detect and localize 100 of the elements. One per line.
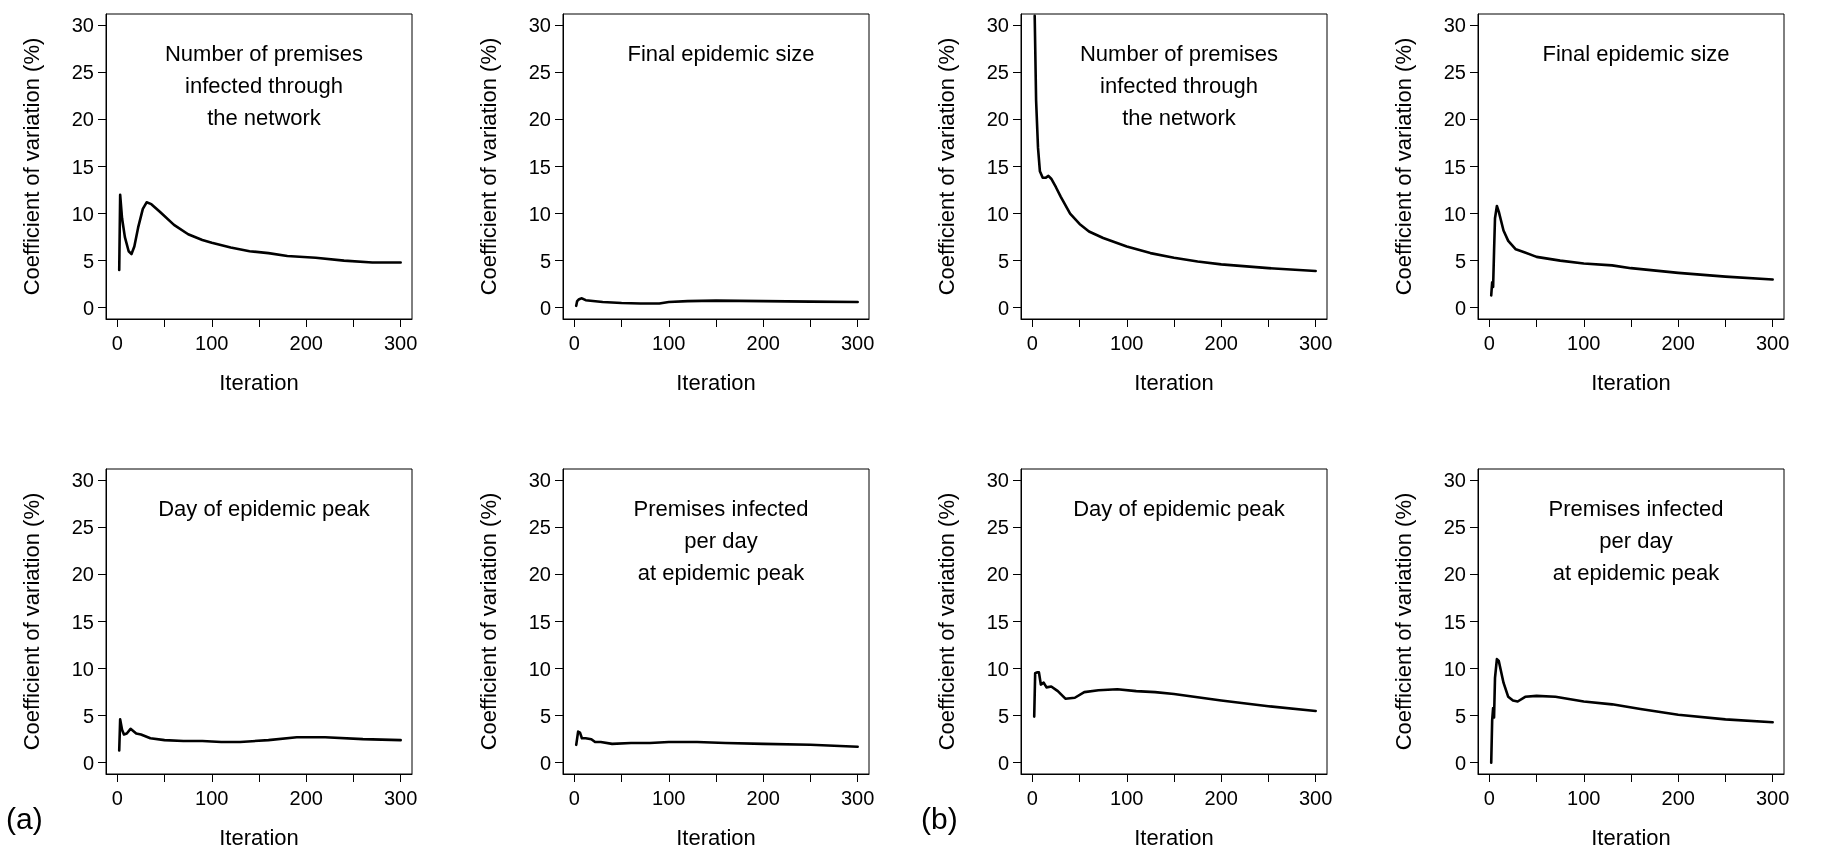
y-tick-label: 20	[986, 108, 1009, 131]
y-tick-label: 10	[529, 202, 552, 225]
y-tick-label: 10	[1443, 657, 1466, 680]
x-tick-label: 100	[1109, 787, 1143, 809]
x-tick-label: 300	[1755, 332, 1790, 354]
x-tick-label: 0	[111, 787, 123, 809]
line-series	[1489, 204, 1774, 297]
y-tick-label: 20	[529, 563, 552, 586]
y-axis-title: Coefficient of variation (%)	[933, 492, 958, 751]
y-tick-label: 15	[986, 610, 1009, 633]
x-tick-label: 300	[1298, 332, 1332, 354]
y-tick-label: 25	[71, 61, 94, 84]
x-tick-label: 100	[195, 332, 229, 354]
y-tick-label: 30	[529, 469, 552, 492]
x-tick-label: 200	[289, 332, 323, 354]
line-series	[117, 718, 402, 752]
y-tick-label: 5	[540, 249, 552, 272]
x-tick-label: 0	[111, 332, 123, 354]
x-tick-label: 300	[383, 787, 418, 809]
y-tick-label: 20	[529, 108, 552, 131]
y-tick-label: 5	[82, 704, 94, 727]
y-axis-title: Coefficient of variation (%)	[1390, 492, 1416, 751]
x-tick-label: 300	[383, 332, 418, 354]
y-tick-label: 0	[82, 296, 94, 319]
y-tick-label: 0	[1454, 751, 1466, 774]
y-tick-label: 0	[540, 751, 552, 774]
text: (a)	[6, 801, 43, 835]
x-tick-label: 200	[1661, 332, 1695, 354]
y-tick-label: 15	[529, 610, 552, 633]
y-tick-label: 10	[1443, 202, 1466, 225]
x-axis-title: Iteration	[1133, 824, 1214, 850]
text: Number of premises infected through the network	[164, 40, 364, 130]
x-tick-label: 300	[841, 787, 875, 809]
line-series	[1489, 657, 1774, 764]
x-axis-title: Iteration	[1133, 369, 1214, 395]
y-tick-label: 5	[1454, 704, 1466, 727]
line-series	[117, 193, 402, 272]
x-tick-label: 100	[652, 787, 686, 809]
x-tick-label: 0	[569, 332, 581, 354]
y-tick-label: 30	[1443, 14, 1466, 37]
x-axis-title: Iteration	[1591, 824, 1671, 850]
y-tick-label: 20	[986, 563, 1009, 586]
x-tick-label: 200	[1204, 332, 1238, 354]
x-tick-label: 100	[1109, 332, 1143, 354]
y-tick-label: 15	[71, 610, 94, 633]
y-tick-label: 10	[986, 657, 1009, 680]
text: Premises infected per day at epidemic peak	[633, 495, 809, 585]
x-tick-label: 100	[1566, 332, 1601, 354]
y-tick-label: 10	[986, 202, 1009, 225]
text: Premises infected per day at epidemic peak	[1548, 495, 1724, 585]
y-axis-title: Coefficient of variation (%)	[1390, 37, 1416, 296]
y-tick-label: 30	[529, 14, 552, 37]
y-tick-label: 25	[71, 516, 94, 539]
y-tick-label: 30	[986, 14, 1009, 37]
x-axis-title: Iteration	[219, 824, 299, 850]
x-axis-title: Iteration	[676, 824, 756, 850]
y-tick-label: 25	[529, 61, 552, 84]
y-tick-label: 0	[540, 296, 552, 319]
text: Final epidemic size	[627, 40, 815, 66]
y-tick-label: 30	[71, 469, 94, 492]
y-tick-label: 25	[986, 516, 1009, 539]
x-tick-label: 200	[289, 787, 323, 809]
y-tick-label: 0	[1454, 296, 1466, 319]
x-tick-label: 100	[652, 332, 686, 354]
y-tick-label: 10	[529, 657, 552, 680]
text: Day of epidemic peak	[1072, 495, 1286, 521]
y-tick-label: 25	[1443, 516, 1466, 539]
line-series	[575, 296, 860, 308]
x-tick-label: 0	[569, 787, 581, 809]
y-tick-label: 5	[997, 704, 1009, 727]
y-tick-label: 10	[71, 202, 94, 225]
y-axis-title: Coefficient of variation (%)	[475, 492, 501, 751]
x-tick-label: 300	[841, 332, 875, 354]
y-tick-label: 30	[71, 14, 94, 37]
y-tick-label: 10	[71, 657, 94, 680]
y-tick-label: 20	[71, 563, 94, 586]
y-tick-label: 25	[1443, 61, 1466, 84]
x-tick-label: 100	[1566, 787, 1601, 809]
x-tick-label: 200	[1661, 787, 1695, 809]
y-tick-label: 0	[997, 296, 1009, 319]
x-tick-label: 100	[195, 787, 229, 809]
y-tick-label: 30	[986, 469, 1009, 492]
y-tick-label: 15	[71, 155, 94, 178]
x-tick-label: 300	[1298, 787, 1332, 809]
x-tick-label: 200	[746, 332, 781, 354]
y-tick-label: 5	[82, 249, 94, 272]
y-tick-label: 20	[1443, 563, 1466, 586]
y-axis-title: Coefficient of variation (%)	[18, 37, 44, 296]
y-tick-label: 20	[71, 108, 94, 131]
x-axis-title: Iteration	[676, 369, 756, 395]
x-tick-label: 0	[1026, 787, 1038, 809]
x-tick-label: 200	[746, 787, 781, 809]
y-tick-label: 0	[82, 751, 94, 774]
y-tick-label: 0	[997, 751, 1009, 774]
x-tick-label: 0	[1483, 787, 1495, 809]
y-tick-label: 5	[540, 704, 552, 727]
y-axis-title: Coefficient of variation (%)	[475, 37, 501, 296]
x-tick-label: 0	[1026, 332, 1038, 354]
y-tick-label: 25	[986, 61, 1009, 84]
y-tick-label: 20	[1443, 108, 1466, 131]
